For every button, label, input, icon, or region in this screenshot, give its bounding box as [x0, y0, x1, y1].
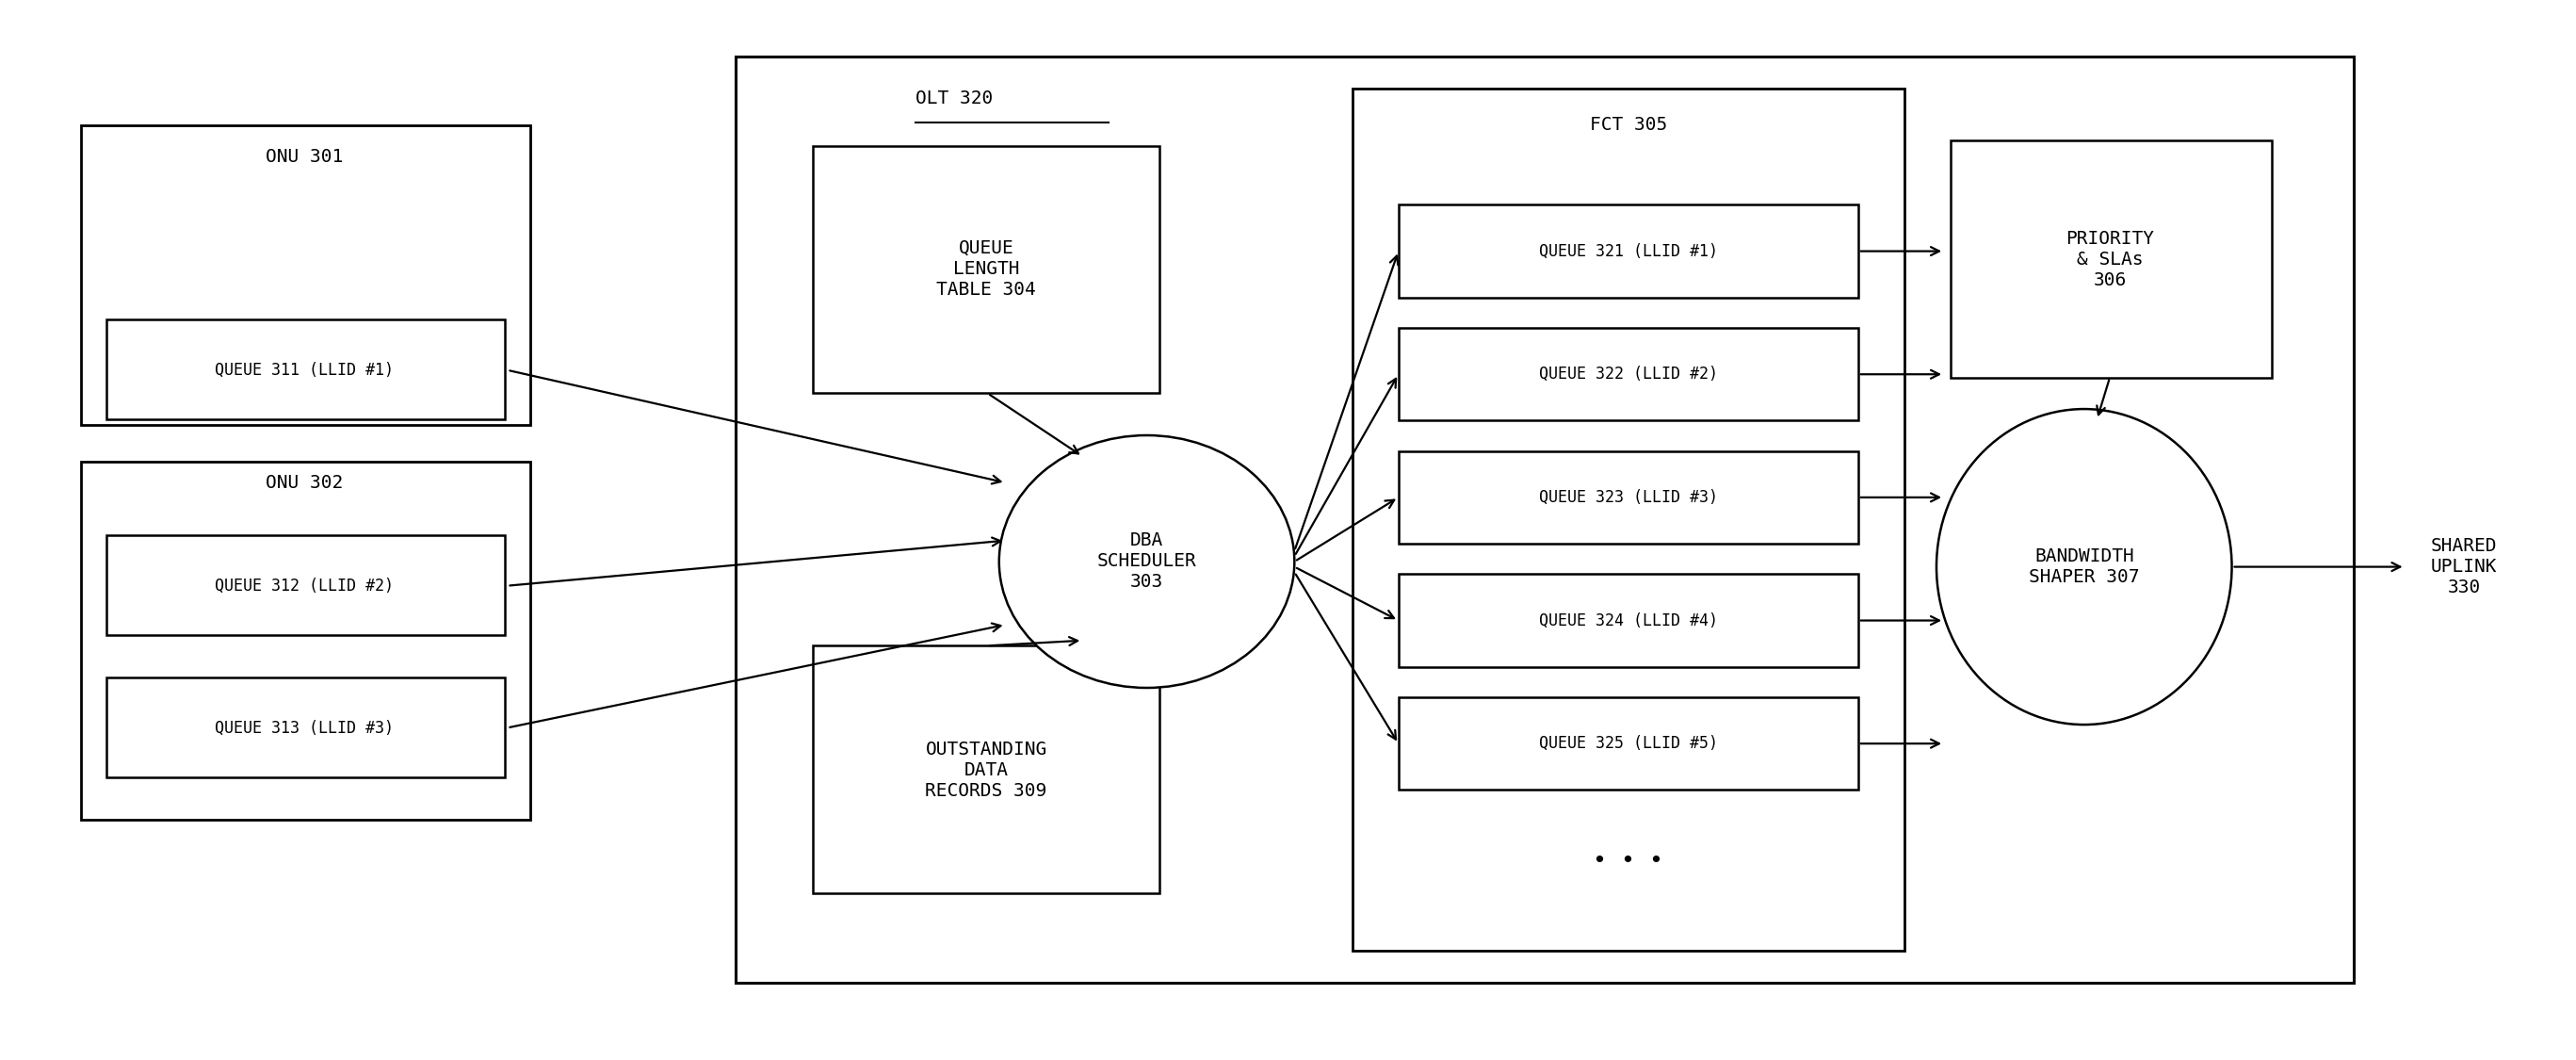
- Text: BANDWIDTH
SHAPER 307: BANDWIDTH SHAPER 307: [2030, 548, 2141, 586]
- FancyBboxPatch shape: [814, 146, 1159, 393]
- Text: ONU 301: ONU 301: [265, 147, 343, 165]
- Text: QUEUE 322 (LLID #2): QUEUE 322 (LLID #2): [1538, 366, 1718, 383]
- Text: • • •: • • •: [1592, 850, 1664, 872]
- FancyBboxPatch shape: [1399, 452, 1857, 544]
- Ellipse shape: [999, 436, 1293, 688]
- FancyBboxPatch shape: [1399, 697, 1857, 790]
- FancyBboxPatch shape: [1950, 141, 2272, 377]
- Text: PRIORITY
& SLAs
306: PRIORITY & SLAs 306: [2066, 230, 2154, 289]
- FancyBboxPatch shape: [1399, 575, 1857, 667]
- FancyBboxPatch shape: [106, 677, 505, 777]
- FancyBboxPatch shape: [1399, 205, 1857, 298]
- Text: QUEUE 325 (LLID #5): QUEUE 325 (LLID #5): [1538, 735, 1718, 752]
- Text: DBA
SCHEDULER
303: DBA SCHEDULER 303: [1097, 532, 1198, 591]
- Ellipse shape: [1937, 409, 2231, 725]
- Text: ONU 302: ONU 302: [265, 474, 343, 492]
- Text: OUTSTANDING
DATA
RECORDS 309: OUTSTANDING DATA RECORDS 309: [925, 740, 1046, 799]
- Text: OLT 320: OLT 320: [914, 90, 994, 107]
- FancyBboxPatch shape: [80, 461, 531, 819]
- FancyBboxPatch shape: [80, 125, 531, 425]
- FancyBboxPatch shape: [814, 646, 1159, 893]
- Text: QUEUE
LENGTH
TABLE 304: QUEUE LENGTH TABLE 304: [938, 240, 1036, 299]
- FancyBboxPatch shape: [1352, 88, 1904, 951]
- Text: FCT 305: FCT 305: [1589, 116, 1667, 134]
- FancyBboxPatch shape: [737, 56, 2354, 983]
- Text: QUEUE 312 (LLID #2): QUEUE 312 (LLID #2): [214, 578, 394, 595]
- Text: QUEUE 311 (LLID #1): QUEUE 311 (LLID #1): [214, 361, 394, 378]
- Text: QUEUE 313 (LLID #3): QUEUE 313 (LLID #3): [214, 720, 394, 737]
- Text: QUEUE 324 (LLID #4): QUEUE 324 (LLID #4): [1538, 612, 1718, 629]
- Text: QUEUE 321 (LLID #1): QUEUE 321 (LLID #1): [1538, 243, 1718, 260]
- Text: QUEUE 323 (LLID #3): QUEUE 323 (LLID #3): [1538, 489, 1718, 506]
- FancyBboxPatch shape: [106, 319, 505, 420]
- FancyBboxPatch shape: [1399, 328, 1857, 421]
- Text: SHARED
UPLINK
330: SHARED UPLINK 330: [2432, 537, 2496, 597]
- FancyBboxPatch shape: [106, 535, 505, 635]
